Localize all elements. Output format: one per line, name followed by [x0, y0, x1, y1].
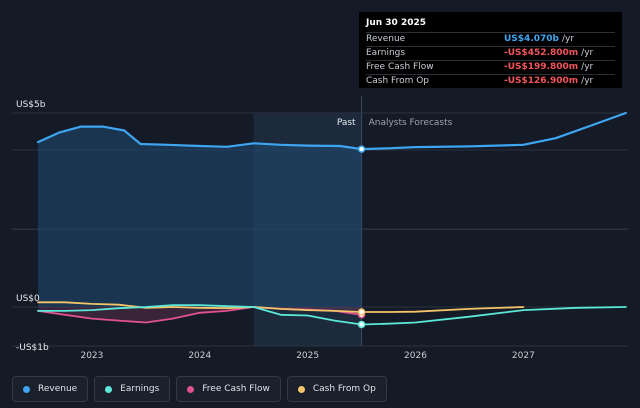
tooltip-value: -US$126.900m	[504, 76, 579, 86]
legend-item-revenue[interactable]: Revenue	[12, 376, 89, 402]
tooltip-value: -US$452.800m	[504, 48, 579, 58]
x-tick-label: 2025	[296, 351, 319, 361]
legend-label: Earnings	[120, 384, 160, 394]
chart-series	[36, 111, 627, 329]
legend-item-free-cash-flow[interactable]: Free Cash Flow	[176, 376, 281, 402]
legend-dot-icon	[187, 385, 195, 393]
legend-dot-icon	[297, 385, 305, 393]
tooltip-row-cash-from-op: Cash From Op -US$126.900m /yr	[366, 74, 615, 88]
legend-dot-icon	[23, 385, 30, 393]
tooltip-unit: /yr	[581, 48, 594, 58]
y-axis-label: US$5b	[16, 100, 46, 110]
x-tick-label: 2026	[404, 351, 427, 361]
tooltip-label: Earnings	[366, 48, 406, 58]
chart-labels: US$5b US$0 -US$1b Past Analysts Forecasts 202…	[16, 100, 535, 361]
tooltip: Jun 30 2025 Revenue US$4.070b /yr Earnin…	[359, 12, 622, 88]
marker-dot-revenue	[357, 145, 366, 153]
x-tick-label: 2024	[188, 351, 211, 361]
legend-item-earnings[interactable]: Earnings	[94, 376, 171, 402]
tooltip-row-free-cash-flow: Free Cash Flow -US$199.800m /yr	[366, 60, 615, 74]
marker-dot-earnings	[357, 320, 366, 329]
tooltip-label: Free Cash Flow	[366, 62, 434, 72]
fcf-area	[38, 307, 362, 323]
legend-label: Revenue	[38, 384, 78, 394]
legend-dot-icon	[105, 385, 113, 393]
past-label: Past	[337, 118, 356, 128]
revenue-area	[38, 126, 362, 307]
tooltip-value: US$4.070b	[504, 34, 559, 44]
tooltip-unit: /yr	[581, 62, 594, 72]
tooltip-row-earnings: Earnings -US$452.800m /yr	[366, 46, 615, 60]
marker-dot-cash-from-op	[357, 308, 366, 316]
tooltip-unit: /yr	[561, 34, 575, 44]
x-tick-label: 2027	[512, 351, 535, 361]
tooltip-unit: /yr	[581, 76, 594, 86]
y-axis-label: -US$1b	[16, 343, 49, 353]
y-axis-label: US$0	[16, 294, 40, 304]
series-line-earnings	[37, 304, 627, 326]
forecast-label: Analysts Forecasts	[369, 118, 453, 128]
legend: Revenue Earnings Free Cash Flow Cash Fro…	[12, 376, 387, 402]
tooltip-row-revenue: Revenue US$4.070b /yr	[366, 32, 615, 46]
x-tick-label: 2023	[80, 351, 103, 361]
tooltip-value: -US$199.800m	[504, 62, 579, 72]
legend-item-cash-from-op[interactable]: Cash From Op	[286, 376, 387, 402]
tooltip-label: Revenue	[366, 34, 406, 44]
tooltip-label: Cash From Op	[366, 76, 430, 86]
legend-label: Cash From Op	[312, 384, 376, 394]
legend-label: Free Cash Flow	[202, 384, 270, 394]
tooltip-date: Jun 30 2025	[366, 18, 427, 28]
series-line-revenue	[36, 111, 627, 151]
